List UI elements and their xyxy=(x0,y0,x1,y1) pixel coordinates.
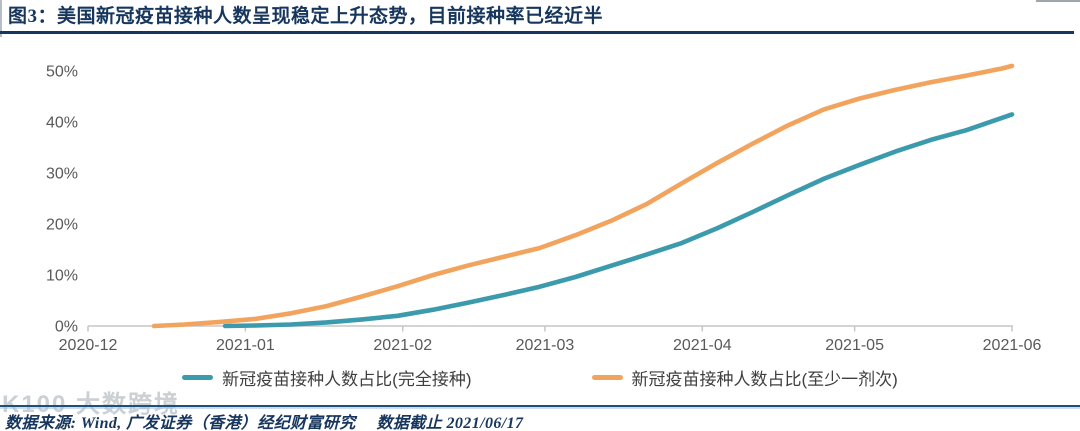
y-tick-label: 30% xyxy=(46,166,78,183)
title-divider xyxy=(0,31,1074,34)
legend-swatch-fully-vaccinated xyxy=(182,374,214,380)
page-title: 图3：美国新冠疫苗接种人数呈现稳定上升态势，目前接种率已经近半 xyxy=(8,6,604,27)
series-line-at-least-one-dose xyxy=(151,63,1015,329)
x-tick-label: 2021-06 xyxy=(983,337,1042,354)
left-border-fragment xyxy=(0,0,2,37)
y-tick-label: 10% xyxy=(46,268,78,285)
x-tick-label: 2021-01 xyxy=(216,337,275,354)
y-tick-label: 20% xyxy=(46,217,78,234)
top-border-fragment xyxy=(1036,0,1080,2)
legend-label-at-least-one-dose: 新冠疫苗接种人数占比(至少一剂次) xyxy=(631,369,898,389)
legend-item-at-least-one-dose: 新冠疫苗接种人数占比(至少一剂次) xyxy=(591,365,898,390)
chart-legend: 新冠疫苗接种人数占比(完全接种) 新冠疫苗接种人数占比(至少一剂次) xyxy=(0,362,1080,392)
x-tick-label: 2021-02 xyxy=(373,337,432,354)
series-line-fully-vaccinated xyxy=(222,112,1015,329)
legend-label-fully-vaccinated: 新冠疫苗接种人数占比(完全接种) xyxy=(222,369,472,389)
line-chart-canvas: 2020-12 2021-01 2021-02 2021-03 2021-04 2021-… xyxy=(46,63,1042,355)
y-tick-label: 0% xyxy=(55,319,78,336)
x-tick-label: 2021-03 xyxy=(516,337,575,354)
footer-divider xyxy=(0,405,1080,407)
data-source-note: 数据来源: Wind, 广发证券（香港）经纪财富研究 数据截止 2021/06/… xyxy=(5,415,524,431)
x-tick-label: 2020-12 xyxy=(59,337,118,354)
legend-swatch-at-least-one-dose xyxy=(591,374,623,380)
x-tick-label: 2021-04 xyxy=(673,337,732,354)
legend-item-fully-vaccinated: 新冠疫苗接种人数占比(完全接种) xyxy=(182,365,472,390)
x-tick-label: 2021-05 xyxy=(825,337,884,354)
y-tick-label: 40% xyxy=(46,115,78,132)
y-tick-label: 50% xyxy=(46,64,78,81)
